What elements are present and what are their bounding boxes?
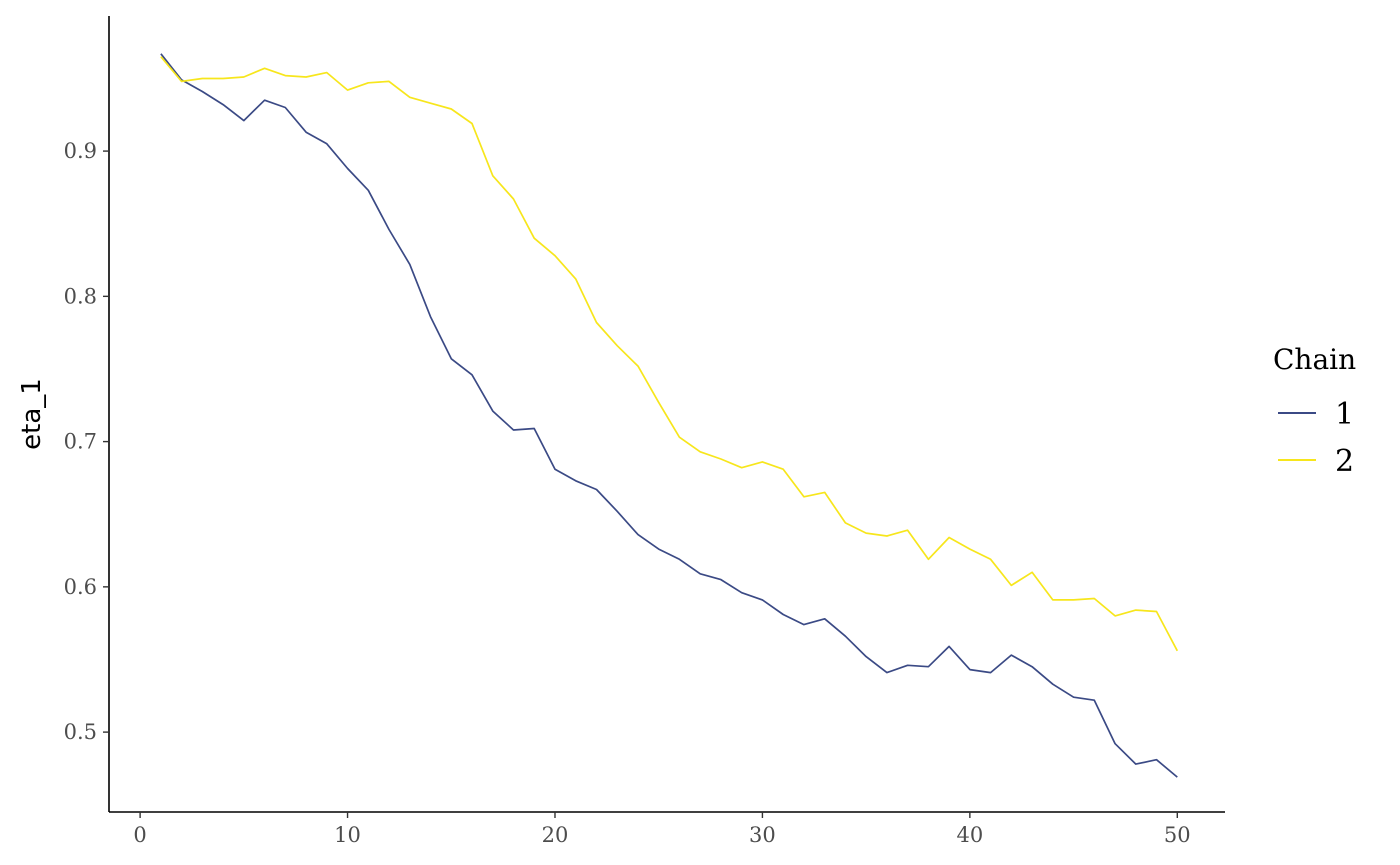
legend-label-chain-2: 2 [1335,444,1354,479]
x-tick-label: 40 [956,823,983,847]
x-tick-label: 50 [1164,823,1191,847]
x-tick-label: 30 [749,823,776,847]
series-line-chain-2 [160,56,1179,652]
legend-item-chain-2: 2 [1278,444,1354,479]
x-tick-label: 0 [133,823,146,847]
x-tick-label: 10 [334,823,361,847]
y-axis-title: eta_1 [17,378,47,450]
x-ticks: 0 10 20 30 40 50 [133,812,1191,847]
legend-item-chain-1: 1 [1278,397,1354,432]
y-tick-label: 0.7 [64,430,97,454]
y-tick-label: 0.9 [64,139,97,163]
legend-label-chain-1: 1 [1335,397,1354,432]
y-tick-label: 0.8 [64,284,97,308]
axes [108,16,1225,813]
y-ticks: 0.5 0.6 0.7 0.8 0.9 [64,139,109,744]
x-tick-label: 20 [542,823,569,847]
plot-lines [160,53,1179,778]
legend: Chain 1 2 [1273,343,1356,479]
series-line-chain-1 [160,53,1178,778]
y-tick-label: 0.5 [64,720,97,744]
legend-title: Chain [1273,343,1356,376]
y-tick-label: 0.6 [64,575,97,599]
